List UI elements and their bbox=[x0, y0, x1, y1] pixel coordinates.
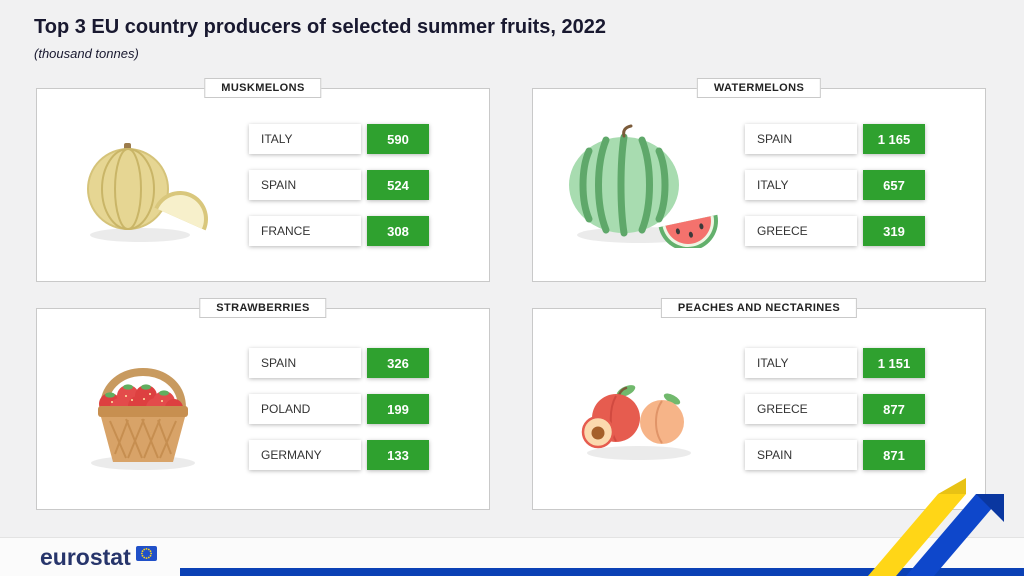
value-badge: 1 165 bbox=[863, 124, 925, 154]
producer-row: FRANCE 308 bbox=[249, 216, 467, 246]
strawberry-basket-icon bbox=[37, 344, 249, 474]
eurostat-wordmark: eurostat bbox=[40, 543, 131, 570]
country-label: ITALY bbox=[249, 124, 361, 154]
value-badge: 590 bbox=[367, 124, 429, 154]
country-label: SPAIN bbox=[745, 440, 857, 470]
producer-rows: ITALY 590 SPAIN 524 FRANCE 308 bbox=[249, 124, 489, 246]
value-badge: 657 bbox=[863, 170, 925, 200]
country-label: SPAIN bbox=[249, 348, 361, 378]
producer-row: ITALY 1 151 bbox=[745, 348, 963, 378]
value-badge: 133 bbox=[367, 440, 429, 470]
producer-row: SPAIN 1 165 bbox=[745, 124, 963, 154]
muskmelon-icon bbox=[37, 123, 249, 248]
value-badge: 871 bbox=[863, 440, 925, 470]
country-label: GREECE bbox=[745, 216, 857, 246]
country-label: SPAIN bbox=[249, 170, 361, 200]
watermelon-icon bbox=[533, 123, 745, 248]
producer-row: SPAIN 326 bbox=[249, 348, 467, 378]
value-badge: 1 151 bbox=[863, 348, 925, 378]
bottom-blue-bar bbox=[180, 568, 1024, 576]
country-label: ITALY bbox=[745, 170, 857, 200]
panel-watermelons: WATERMELONS bbox=[532, 78, 986, 282]
country-label: FRANCE bbox=[249, 216, 361, 246]
panel-title: PEACHES AND NECTARINES bbox=[660, 298, 858, 318]
producer-row: SPAIN 524 bbox=[249, 170, 467, 200]
panel-title: WATERMELONS bbox=[696, 78, 822, 98]
panel-title: MUSKMELONS bbox=[204, 78, 322, 98]
eu-flag-icon bbox=[135, 545, 157, 561]
ribbon-decoration bbox=[868, 478, 1004, 576]
producer-row: GERMANY 133 bbox=[249, 440, 467, 470]
country-label: GERMANY bbox=[249, 440, 361, 470]
value-badge: 877 bbox=[863, 394, 925, 424]
value-badge: 199 bbox=[367, 394, 429, 424]
page-subtitle: (thousand tonnes) bbox=[34, 46, 139, 61]
producer-rows: SPAIN 1 165 ITALY 657 GREECE 319 bbox=[745, 124, 985, 246]
producer-row: ITALY 657 bbox=[745, 170, 963, 200]
country-label: POLAND bbox=[249, 394, 361, 424]
panel-strawberries: STRAWBERRIES bbox=[36, 298, 490, 510]
panel-title: STRAWBERRIES bbox=[199, 298, 327, 318]
page-title: Top 3 EU country producers of selected s… bbox=[34, 16, 607, 38]
panel-peaches: PEACHES AND NECTARINES ITALY 1 151 bbox=[532, 298, 986, 510]
value-badge: 319 bbox=[863, 216, 925, 246]
peaches-icon bbox=[533, 354, 745, 464]
producer-row: ITALY 590 bbox=[249, 124, 467, 154]
eurostat-logo: eurostat bbox=[40, 543, 157, 570]
country-label: SPAIN bbox=[745, 124, 857, 154]
producer-row: SPAIN 871 bbox=[745, 440, 963, 470]
value-badge: 524 bbox=[367, 170, 429, 200]
value-badge: 308 bbox=[367, 216, 429, 246]
producer-rows: SPAIN 326 POLAND 199 GERMANY 133 bbox=[249, 348, 489, 470]
panel-muskmelons: MUSKMELONS ITALY 590 SPAIN 524 bbox=[36, 78, 490, 282]
header: Top 3 EU country producers of selected s… bbox=[34, 16, 606, 61]
value-badge: 326 bbox=[367, 348, 429, 378]
producer-rows: ITALY 1 151 GREECE 877 SPAIN 871 bbox=[745, 348, 985, 470]
producer-row: GREECE 319 bbox=[745, 216, 963, 246]
producer-row: POLAND 199 bbox=[249, 394, 467, 424]
country-label: GREECE bbox=[745, 394, 857, 424]
country-label: ITALY bbox=[745, 348, 857, 378]
producer-row: GREECE 877 bbox=[745, 394, 963, 424]
